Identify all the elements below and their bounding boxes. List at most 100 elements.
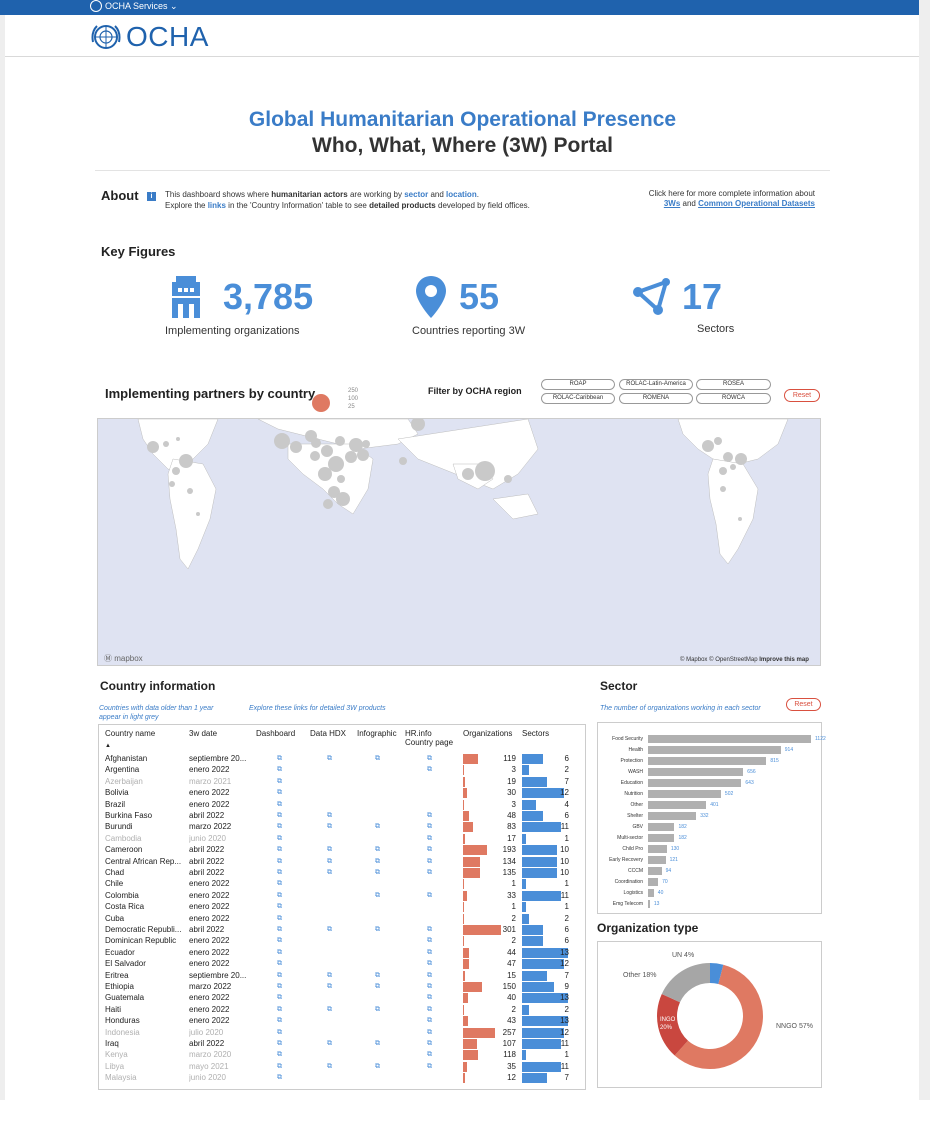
infographic-link-icon[interactable]: ⧉ — [375, 755, 380, 762]
country-name-cell[interactable]: Burundi — [105, 822, 133, 832]
country-bubble[interactable] — [328, 456, 344, 472]
country-bubble[interactable] — [196, 512, 200, 516]
sector-bar[interactable] — [648, 823, 675, 831]
infographic-link-icon[interactable]: ⧉ — [375, 869, 380, 876]
hrinfo-link-icon[interactable]: ⧉ — [427, 812, 432, 819]
3ws-link[interactable]: 3Ws — [663, 199, 681, 208]
hrinfo-link-icon[interactable]: ⧉ — [427, 1005, 432, 1013]
country-bubble[interactable] — [187, 488, 193, 494]
country-name-cell[interactable]: Azerbaijan — [105, 776, 143, 786]
hdx-link-icon[interactable]: ⧉ — [327, 1005, 332, 1013]
dashboard-link-icon[interactable]: ⧉ — [277, 994, 282, 1002]
sector-bar[interactable] — [648, 900, 650, 908]
table-row[interactable]: Malaysia junio 2020 ⧉ 12 7 — [99, 1072, 579, 1084]
country-bubble[interactable] — [504, 475, 512, 483]
country-bubble[interactable] — [702, 440, 714, 452]
table-row[interactable]: Guatemala enero 2022 ⧉ ⧉ 40 13 — [99, 992, 579, 1004]
region-button-rolac-caribbean[interactable]: ROLAC-Caribbean — [541, 393, 615, 404]
sector-bar-row[interactable]: GBV 182 — [598, 822, 823, 832]
table-row[interactable]: Kenya marzo 2020 ⧉ ⧉ 118 1 — [99, 1049, 579, 1061]
about-links-link[interactable]: links — [207, 201, 226, 210]
dashboard-link-icon[interactable]: ⧉ — [277, 960, 282, 968]
table-row[interactable]: Azerbaijan marzo 2021 ⧉ 19 7 — [99, 776, 579, 787]
donut-slice-un[interactable] — [710, 963, 724, 985]
sector-bar[interactable] — [648, 867, 662, 875]
ocha-logo[interactable]: OCHA — [90, 21, 209, 53]
sector-bar[interactable] — [648, 812, 697, 820]
table-row[interactable]: Cambodia junio 2020 ⧉ ⧉ 17 1 — [99, 833, 579, 844]
sector-bar[interactable] — [648, 768, 744, 776]
infographic-link-icon[interactable]: ⧉ — [375, 846, 380, 854]
country-bubble[interactable] — [176, 437, 180, 441]
country-name-cell[interactable]: Colombia — [105, 890, 139, 900]
country-name-cell[interactable]: Cameroon — [105, 845, 143, 855]
country-name-cell[interactable]: Costa Rica — [105, 902, 145, 912]
partners-map[interactable]: Ⓜ mapbox — [97, 418, 821, 666]
country-bubble[interactable] — [328, 486, 340, 498]
dashboard-link-icon[interactable]: ⧉ — [277, 880, 282, 888]
hdx-link-icon[interactable]: ⧉ — [327, 1062, 332, 1070]
country-name-cell[interactable]: Honduras — [105, 1016, 140, 1026]
table-row[interactable]: Iraq abril 2022 ⧉ ⧉ ⧉ ⧉ 107 11 — [99, 1038, 579, 1049]
dashboard-link-icon[interactable]: ⧉ — [277, 983, 282, 990]
mapbox-logo[interactable]: Ⓜ mapbox — [104, 654, 143, 663]
country-bubble[interactable] — [462, 468, 474, 480]
table-row[interactable]: Eritrea septiembre 20... ⧉ ⧉ ⧉ ⧉ 15 7 — [99, 970, 579, 981]
hrinfo-link-icon[interactable]: ⧉ — [427, 937, 432, 945]
hdx-link-icon[interactable]: ⧉ — [327, 926, 332, 933]
sort-arrow-icon[interactable]: ▲ — [105, 743, 111, 749]
table-row[interactable]: Central African Rep... abril 2022 ⧉ ⧉ ⧉ ⧉ 134 1… — [99, 856, 579, 867]
region-button-rolac-latin-america[interactable]: ROLAC-Latin-America — [619, 379, 693, 390]
dashboard-link-icon[interactable]: ⧉ — [277, 903, 282, 911]
about-location-link[interactable]: location — [446, 190, 477, 199]
table-row[interactable]: Afghanistan septiembre 20... ⧉ ⧉ ⧉ ⧉ 119 6 — [99, 753, 579, 764]
dashboard-link-icon[interactable]: ⧉ — [277, 846, 282, 854]
hrinfo-link-icon[interactable]: ⧉ — [427, 960, 432, 968]
country-bubble[interactable] — [335, 436, 345, 446]
sector-bar[interactable] — [648, 790, 721, 798]
sector-reset-button[interactable]: Reset — [786, 698, 821, 711]
country-name-cell[interactable]: Ecuador — [105, 947, 135, 957]
dashboard-link-icon[interactable]: ⧉ — [277, 777, 282, 785]
country-name-cell[interactable]: Cuba — [105, 913, 125, 923]
dashboard-link-icon[interactable]: ⧉ — [277, 971, 282, 979]
country-name-cell[interactable]: Guatemala — [105, 993, 145, 1003]
dashboard-link-icon[interactable]: ⧉ — [277, 834, 282, 842]
country-bubble[interactable] — [163, 441, 169, 447]
hrinfo-link-icon[interactable]: ⧉ — [427, 1062, 432, 1070]
sector-bar[interactable] — [648, 856, 666, 864]
sector-bar[interactable] — [648, 834, 675, 842]
infographic-link-icon[interactable]: ⧉ — [375, 983, 380, 990]
region-button-roap[interactable]: ROAP — [541, 379, 615, 390]
col-header-country[interactable]: Country name — [105, 729, 156, 738]
sector-bar-row[interactable]: WASH 656 — [598, 767, 823, 777]
sector-bar[interactable] — [648, 757, 767, 765]
infographic-link-icon[interactable]: ⧉ — [375, 857, 380, 865]
hdx-link-icon[interactable]: ⧉ — [327, 983, 332, 990]
sector-bar-row[interactable]: Multi-sector 182 — [598, 833, 823, 843]
country-bubble[interactable] — [362, 440, 370, 448]
donut-slice-other[interactable] — [661, 963, 710, 1003]
country-bubble[interactable] — [723, 452, 733, 462]
country-name-cell[interactable]: Eritrea — [105, 970, 129, 980]
infographic-link-icon[interactable]: ⧉ — [375, 891, 380, 899]
infographic-link-icon[interactable]: ⧉ — [375, 823, 380, 831]
sector-bar[interactable] — [648, 801, 707, 809]
dashboard-link-icon[interactable]: ⧉ — [277, 800, 282, 808]
country-bubble[interactable] — [349, 438, 363, 452]
map-canvas[interactable] — [98, 419, 821, 666]
sector-bar-row[interactable]: Education 643 — [598, 778, 823, 788]
country-bubble[interactable] — [357, 449, 369, 461]
table-row[interactable]: Burundi marzo 2022 ⧉ ⧉ ⧉ ⧉ 83 11 — [99, 821, 579, 833]
sector-bar-row[interactable]: Health 914 — [598, 745, 823, 755]
hrinfo-link-icon[interactable]: ⧉ — [427, 891, 432, 899]
country-name-cell[interactable]: Democratic Republi... — [105, 925, 182, 934]
table-row[interactable]: Ethiopia marzo 2022 ⧉ ⧉ ⧉ ⧉ 150 9 — [99, 981, 579, 992]
country-name-cell[interactable]: Iraq — [105, 1039, 119, 1048]
country-name-cell[interactable]: Kenya — [105, 1050, 128, 1060]
sector-bar-row[interactable]: Nutrition 502 — [598, 789, 823, 799]
sector-bar[interactable] — [648, 779, 742, 787]
col-header-date[interactable]: 3w date — [189, 729, 218, 738]
sector-bar[interactable] — [648, 889, 654, 897]
hrinfo-link-icon[interactable]: ⧉ — [427, 971, 432, 979]
